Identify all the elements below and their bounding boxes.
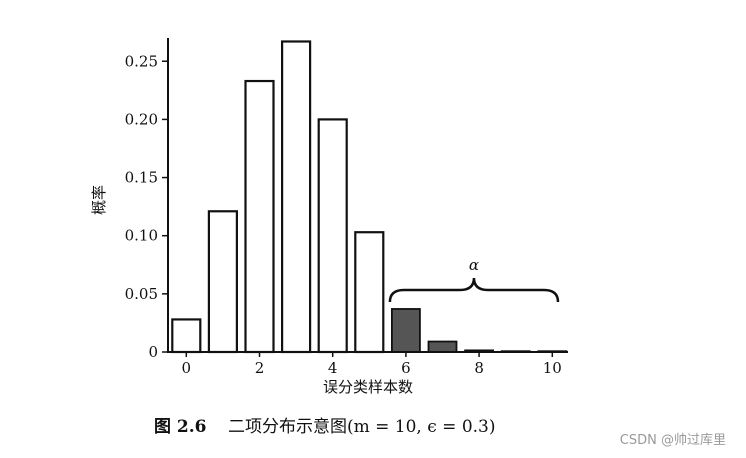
bar-7 bbox=[427, 340, 458, 353]
bars-group bbox=[171, 40, 568, 354]
y-tick-label: 0.10 bbox=[125, 227, 158, 245]
y-ticks: 0 0.05 0.10 0.15 0.20 0.25 bbox=[125, 52, 168, 361]
y-tick-label: 0 bbox=[148, 343, 158, 361]
x-tick-label: 0 bbox=[182, 359, 192, 377]
x-ticks: 0 2 4 6 8 10 bbox=[182, 352, 562, 377]
bar-5 bbox=[354, 231, 385, 354]
bar-4 bbox=[317, 118, 348, 354]
bar-3 bbox=[281, 40, 312, 354]
bar-6 bbox=[390, 308, 421, 353]
bar-0 bbox=[171, 318, 202, 354]
caption-text: 二项分布示意图(m = 10, ϵ = 0.3) bbox=[228, 417, 495, 437]
x-axis-label: 误分类样本数 bbox=[323, 378, 413, 396]
y-tick-label: 0.25 bbox=[125, 52, 158, 70]
watermark: CSDN @帅过库里 bbox=[620, 432, 726, 448]
bar-2 bbox=[244, 79, 275, 354]
x-tick-label: 2 bbox=[255, 359, 265, 377]
x-tick-label: 4 bbox=[328, 359, 338, 377]
y-tick-label: 0.05 bbox=[125, 285, 158, 303]
alpha-brace bbox=[388, 277, 560, 303]
alpha-annotation: α bbox=[469, 256, 479, 274]
bar-1 bbox=[207, 210, 238, 354]
y-tick-label: 0.15 bbox=[125, 169, 158, 187]
y-tick-label: 0.20 bbox=[125, 110, 158, 128]
y-axis-label: 概率 bbox=[90, 185, 108, 215]
caption-figure-number: 图 2.6 bbox=[154, 417, 207, 437]
x-tick-label: 8 bbox=[474, 359, 484, 377]
x-tick-label: 6 bbox=[401, 359, 411, 377]
x-tick-label: 10 bbox=[543, 359, 562, 377]
